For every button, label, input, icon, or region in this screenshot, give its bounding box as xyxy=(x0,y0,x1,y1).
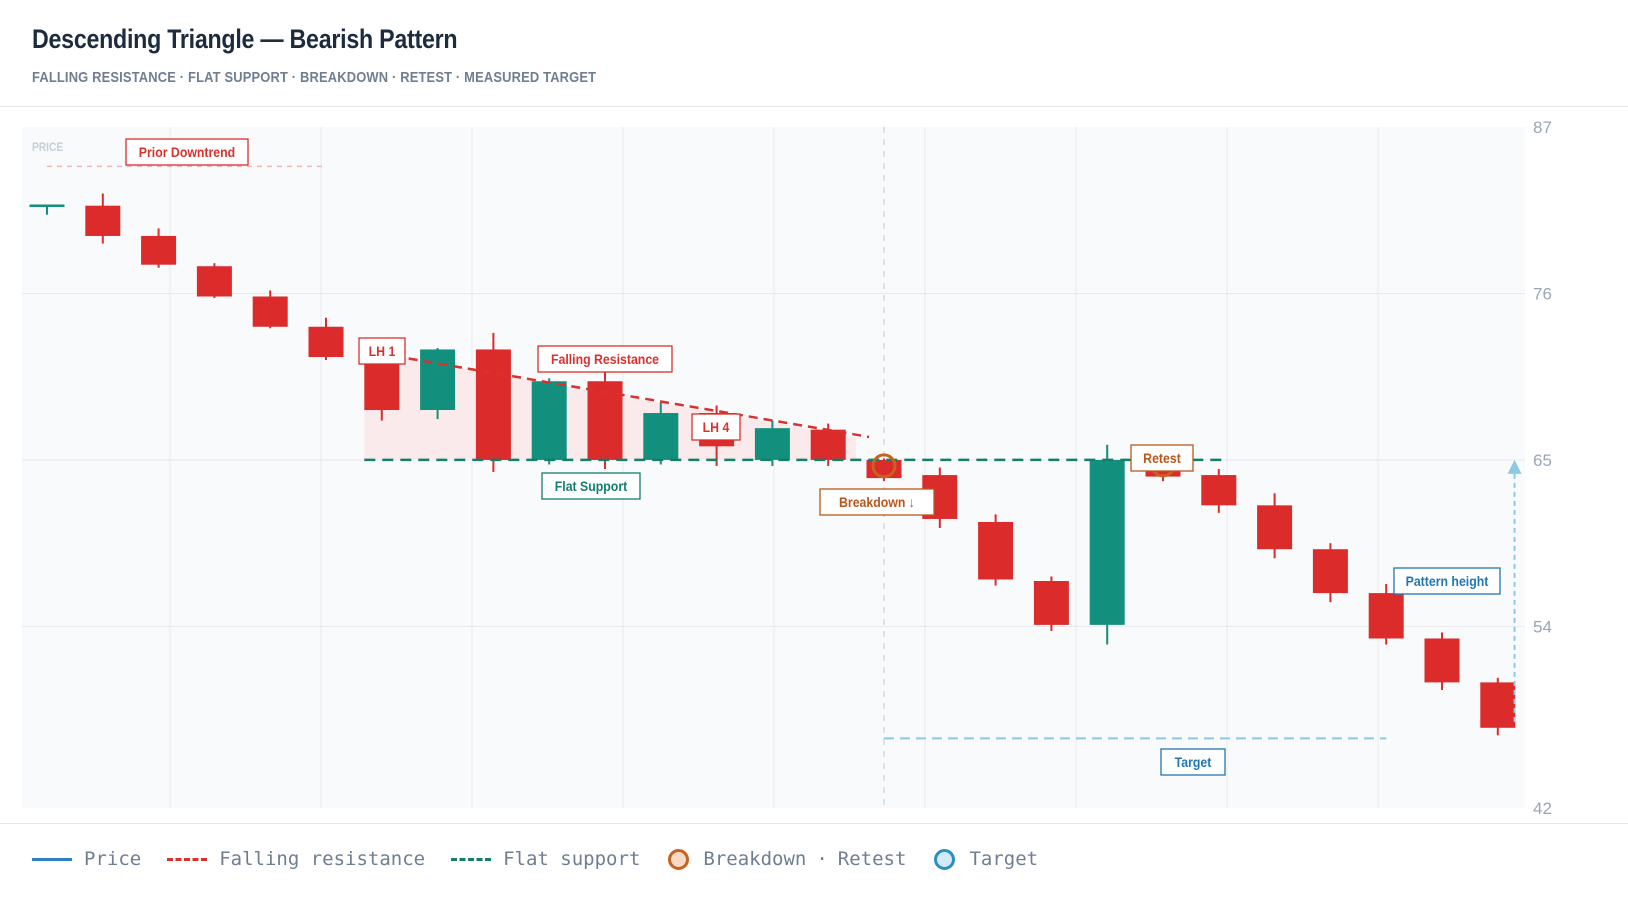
label-flat-support-box xyxy=(541,472,641,500)
label-falling-resistance-box xyxy=(537,345,673,373)
y-tick-label: 65 xyxy=(1533,451,1552,470)
label-breakdown: Breakdown ↓ xyxy=(839,494,915,510)
chart-title: Descending Triangle — Bearish Pattern xyxy=(32,24,458,54)
candle xyxy=(978,514,1014,586)
legend-price-label: Price xyxy=(84,848,142,870)
label-prior-downtrend-box xyxy=(125,138,249,166)
y-axis-label: PRICE xyxy=(32,141,63,154)
legend-separator: · xyxy=(816,848,828,870)
chart-subtitle: FALLING RESISTANCE · FLAT SUPPORT · BREA… xyxy=(32,69,597,86)
candle xyxy=(1480,677,1516,736)
candle xyxy=(531,378,567,465)
candle xyxy=(141,228,177,268)
candle-body xyxy=(1033,581,1069,625)
label-retest: Retest xyxy=(1143,450,1181,466)
candle-body xyxy=(1368,593,1404,639)
label-pattern-height: Pattern height xyxy=(1406,573,1489,589)
legend-item-resistance: Falling resistance xyxy=(167,848,425,870)
candle xyxy=(308,317,344,361)
candle xyxy=(29,204,65,215)
candle xyxy=(196,263,232,299)
legend-resistance-swatch xyxy=(167,857,208,861)
candle-body xyxy=(1257,505,1293,550)
candle-body xyxy=(643,413,679,460)
label-lh1: LH 1 xyxy=(369,343,396,359)
candle-body xyxy=(978,521,1014,580)
legend-retest-label: Retest xyxy=(837,848,907,870)
y-tick-label: 42 xyxy=(1533,799,1552,818)
legend-support-swatch xyxy=(451,857,492,861)
legend-item-support: Flat support xyxy=(451,848,640,870)
label-prior-downtrend: Prior Downtrend xyxy=(139,144,235,160)
candle xyxy=(1201,469,1237,513)
candle xyxy=(1368,584,1404,645)
breakdown-marker xyxy=(871,453,897,479)
legend-target-dot xyxy=(934,848,956,870)
legend-support-label: Flat support xyxy=(503,848,641,870)
legend-breakdown-dot xyxy=(668,848,690,870)
candle xyxy=(587,366,623,470)
candle-body xyxy=(475,349,511,460)
candle-body xyxy=(866,459,902,479)
candle xyxy=(420,347,456,420)
legend-item-price: Price xyxy=(32,848,141,870)
candle-body xyxy=(85,205,121,236)
candle-body xyxy=(420,349,456,410)
label-lh1-box xyxy=(358,337,406,365)
candle xyxy=(754,420,790,466)
chart-footer: Price Falling resistance Flat support Br… xyxy=(0,823,1628,913)
candle-body xyxy=(754,428,790,460)
falling-resistance-line xyxy=(364,349,870,439)
label-target: Target xyxy=(1175,754,1212,770)
label-pattern-height-box xyxy=(1393,567,1501,595)
legend-breakdown-label: Breakdown xyxy=(703,848,807,870)
label-breakdown-box xyxy=(819,488,935,516)
chart-header: Descending Triangle — Bearish Pattern FA… xyxy=(0,0,1628,107)
candle-body xyxy=(1312,549,1348,594)
legend-item-breakdown-retest: Breakdown · Retest xyxy=(666,848,906,870)
candle xyxy=(643,402,679,465)
candle xyxy=(1312,543,1348,603)
label-falling-resistance: Falling Resistance xyxy=(551,351,659,367)
candle xyxy=(1033,576,1069,631)
candle-body xyxy=(141,235,177,265)
candle-body xyxy=(364,357,400,410)
pattern-height-arrowhead xyxy=(1507,459,1522,474)
y-tick-label: 76 xyxy=(1533,284,1552,303)
candle-body xyxy=(1424,638,1460,683)
candle-body xyxy=(308,326,344,358)
candle-body xyxy=(810,429,846,460)
label-flat-support: Flat Support xyxy=(555,478,628,494)
y-tick-label: 54 xyxy=(1533,617,1552,636)
candle xyxy=(252,290,288,329)
candle xyxy=(1424,632,1460,690)
candle xyxy=(1089,444,1125,645)
legend-item-target: Target xyxy=(932,848,1038,870)
candle-body xyxy=(1089,459,1125,625)
label-target-box xyxy=(1160,748,1226,776)
candle-body xyxy=(531,381,567,460)
candle-body xyxy=(196,266,232,297)
legend-target-label: Target xyxy=(969,848,1039,870)
candle xyxy=(85,193,121,244)
candle-body xyxy=(1480,682,1516,728)
candle xyxy=(364,357,400,421)
legend-resistance-label: Falling resistance xyxy=(219,848,426,870)
label-lh4-box xyxy=(691,413,741,441)
candle xyxy=(1257,493,1293,559)
candle-body xyxy=(252,296,288,327)
legend: Price Falling resistance Flat support Br… xyxy=(32,848,1064,870)
label-retest-box xyxy=(1130,444,1194,472)
candle-body xyxy=(1201,475,1237,506)
label-lh4: LH 4 xyxy=(703,419,730,435)
legend-price-swatch xyxy=(32,857,72,861)
candle xyxy=(475,332,511,473)
y-tick-label: 87 xyxy=(1533,118,1552,137)
